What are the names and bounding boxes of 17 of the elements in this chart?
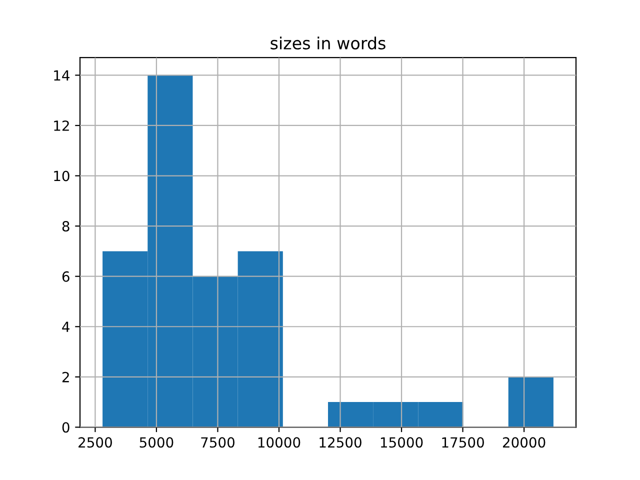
- chart-title: sizes in words: [270, 36, 386, 50]
- y-tick-label: 2: [62, 372, 69, 382]
- x-tick-label: 2500: [78, 437, 112, 448]
- x-tick-label: 12500: [320, 437, 362, 448]
- y-tick-label: 14: [54, 70, 70, 80]
- y-tick-label: 4: [62, 322, 70, 332]
- y-tick-label: 6: [62, 271, 70, 282]
- y-tick-label: 10: [54, 170, 70, 182]
- y-tick-label: 12: [54, 120, 69, 131]
- x-tick-label: 10000: [258, 437, 300, 448]
- x-tick-label: 20000: [502, 437, 546, 448]
- x-tick-label: 15000: [380, 437, 423, 448]
- x-tick-label: 7500: [201, 437, 234, 448]
- y-tick-label: 8: [62, 221, 70, 232]
- y-tick-label: 0: [62, 422, 70, 433]
- x-tick-label: 17500: [442, 437, 484, 448]
- x-tick-label: 5000: [140, 437, 174, 448]
